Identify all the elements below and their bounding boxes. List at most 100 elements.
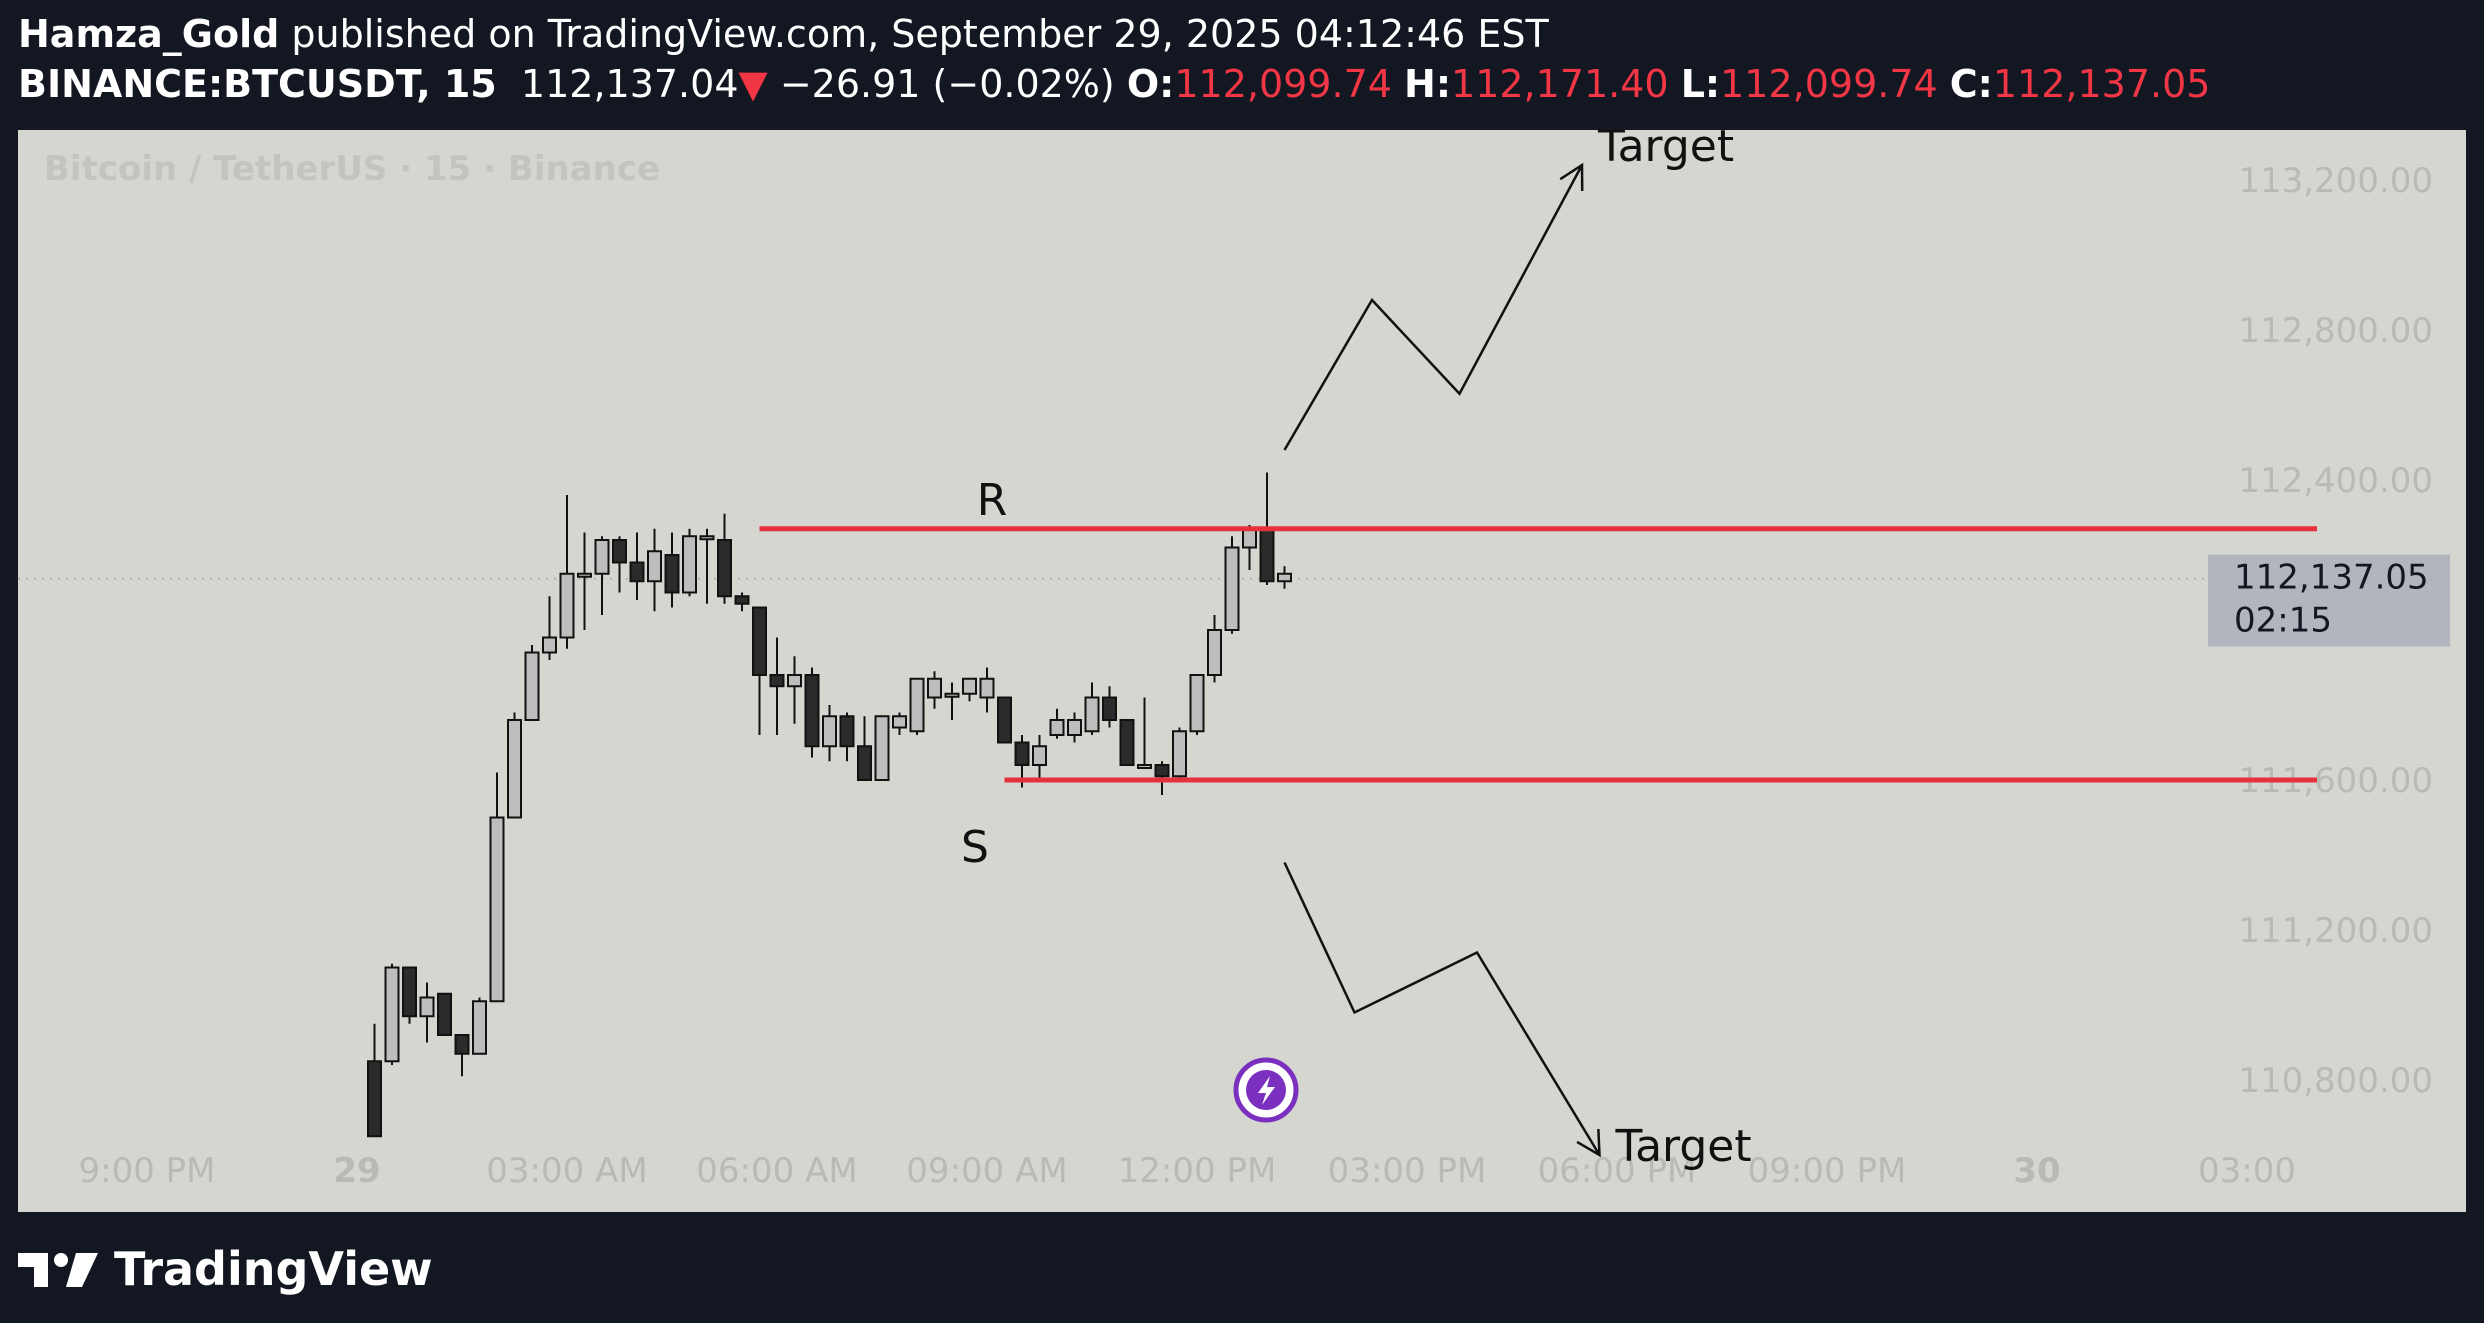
chart-canvas[interactable]: Bitcoin / TetherUS · 15 · Binance 113,20… bbox=[18, 130, 2466, 1212]
y-axis-tick-label: 111,200.00 bbox=[2238, 911, 2433, 951]
high-value: 112,171.40 bbox=[1451, 62, 1669, 106]
candle-body bbox=[927, 677, 942, 699]
publish-info: Hamza_Gold published on TradingView.com,… bbox=[18, 12, 1549, 56]
symbol-label[interactable]: BINANCE:BTCUSDT, 15 bbox=[18, 62, 497, 106]
author-name[interactable]: Hamza_Gold bbox=[18, 12, 280, 56]
open-label: O: bbox=[1126, 62, 1175, 106]
target-label-up: Target bbox=[1597, 130, 1734, 172]
candle-body bbox=[577, 572, 592, 578]
close-label: C: bbox=[1949, 62, 1993, 106]
open-value: 112,099.74 bbox=[1174, 62, 1392, 106]
x-axis-tick-label: 03:00 AM bbox=[486, 1151, 647, 1191]
y-axis-tick-label: 110,800.00 bbox=[2238, 1061, 2433, 1101]
candle-body bbox=[787, 674, 802, 688]
candle-body bbox=[402, 966, 417, 1018]
candle-body bbox=[367, 1060, 382, 1138]
candle-body bbox=[1032, 745, 1047, 766]
candle-body bbox=[437, 992, 452, 1036]
candle-body bbox=[682, 535, 697, 594]
candle-body bbox=[1189, 674, 1205, 733]
last-price: 112,137.04 bbox=[520, 62, 739, 106]
candle-body bbox=[804, 674, 820, 748]
chart-title: Bitcoin / TetherUS · 15 · Binance bbox=[44, 149, 660, 189]
candle-body bbox=[1049, 719, 1065, 736]
candle-body bbox=[1014, 741, 1030, 766]
tradingview-logo-icon bbox=[18, 1253, 98, 1287]
candle-body bbox=[1277, 572, 1292, 583]
candle-body bbox=[839, 715, 855, 748]
tradingview-logo[interactable]: TradingView bbox=[18, 1242, 433, 1296]
x-axis-tick-label: 29 bbox=[333, 1151, 380, 1191]
target-label-down: Target bbox=[1615, 1121, 1752, 1172]
candle-body bbox=[909, 677, 925, 733]
x-axis-tick-label: 9:00 PM bbox=[79, 1151, 216, 1191]
candle-body bbox=[629, 561, 645, 583]
candle-body bbox=[664, 554, 680, 594]
candle-body bbox=[769, 674, 785, 688]
candle-body bbox=[944, 692, 960, 698]
x-axis-tick-label: 09:00 AM bbox=[906, 1151, 1067, 1191]
low-label: L: bbox=[1680, 62, 1721, 106]
arrow-head-icon bbox=[1576, 1128, 1601, 1158]
price-tag bbox=[2208, 554, 2450, 647]
target-path-down[interactable] bbox=[1283, 861, 1601, 1156]
candle-body bbox=[419, 996, 435, 1018]
candle-body bbox=[717, 539, 732, 598]
chart-area[interactable]: Bitcoin / TetherUS · 15 · Binance 113,20… bbox=[18, 130, 2466, 1212]
price-tag-countdown: 02:15 bbox=[2234, 601, 2332, 641]
candle-body bbox=[1102, 696, 1117, 721]
candle-body bbox=[1172, 730, 1187, 778]
price-tag-value: 112,137.05 bbox=[2234, 558, 2429, 598]
x-axis-tick-label: 03:00 bbox=[2198, 1151, 2296, 1191]
candle-body bbox=[997, 696, 1012, 744]
x-axis-tick-label: 09:00 PM bbox=[1748, 1151, 1907, 1191]
down-arrow-icon: ▼ bbox=[738, 62, 768, 106]
y-axis-tick-label: 113,200.00 bbox=[2238, 161, 2433, 201]
candle-body bbox=[454, 1034, 470, 1055]
candle-body bbox=[1154, 764, 1170, 778]
published-text: published on TradingView.com, September … bbox=[291, 12, 1549, 56]
candle-body bbox=[647, 550, 662, 583]
candle-body bbox=[1207, 629, 1222, 676]
candle-body bbox=[857, 745, 872, 781]
candle-body bbox=[612, 539, 627, 564]
level-label-s: S bbox=[961, 822, 989, 873]
y-axis-tick-label: 112,400.00 bbox=[2238, 461, 2433, 501]
low-value: 112,099.74 bbox=[1720, 62, 1938, 106]
level-label-r: R bbox=[977, 475, 1008, 526]
candle-body bbox=[1067, 719, 1082, 736]
arrow-head-icon bbox=[1559, 162, 1584, 192]
candle-body bbox=[489, 816, 505, 1003]
close-value: 112,137.05 bbox=[1992, 62, 2211, 106]
candle-body bbox=[1224, 546, 1240, 631]
candle-body bbox=[1084, 696, 1100, 733]
price-change: −26.91 (−0.02%) bbox=[779, 62, 1115, 106]
candle-body bbox=[822, 715, 837, 748]
x-axis-tick-label: 30 bbox=[2013, 1151, 2060, 1191]
x-axis-tick-label: 06:00 AM bbox=[696, 1151, 857, 1191]
brand-name: TradingView bbox=[114, 1242, 433, 1296]
lightning-icon bbox=[1258, 1076, 1275, 1105]
candle-body bbox=[874, 715, 890, 781]
candle-body bbox=[507, 719, 522, 819]
candle-body bbox=[892, 715, 907, 729]
target-path-up[interactable] bbox=[1283, 164, 1584, 451]
candle-body bbox=[559, 572, 575, 639]
candle-body bbox=[1259, 527, 1275, 583]
candle-body bbox=[752, 606, 767, 676]
candle-body bbox=[962, 677, 977, 695]
candle-body bbox=[524, 651, 540, 721]
x-axis-tick-label: 06:00 PM bbox=[1538, 1151, 1697, 1191]
candle-body bbox=[594, 539, 610, 575]
x-axis-tick-label: 12:00 PM bbox=[1118, 1151, 1277, 1191]
symbol-info-bar: BINANCE:BTCUSDT, 15 112,137.04▼ −26.91 (… bbox=[18, 62, 2210, 106]
candle-body bbox=[1119, 719, 1135, 766]
candle-body bbox=[384, 966, 400, 1063]
candle-body bbox=[472, 1000, 487, 1055]
y-axis-tick-label: 112,800.00 bbox=[2238, 311, 2433, 351]
candle-body bbox=[734, 595, 750, 605]
high-label: H: bbox=[1404, 62, 1452, 106]
candle-body bbox=[1137, 764, 1152, 769]
candle-body bbox=[1242, 527, 1257, 549]
candle-body bbox=[542, 636, 557, 654]
